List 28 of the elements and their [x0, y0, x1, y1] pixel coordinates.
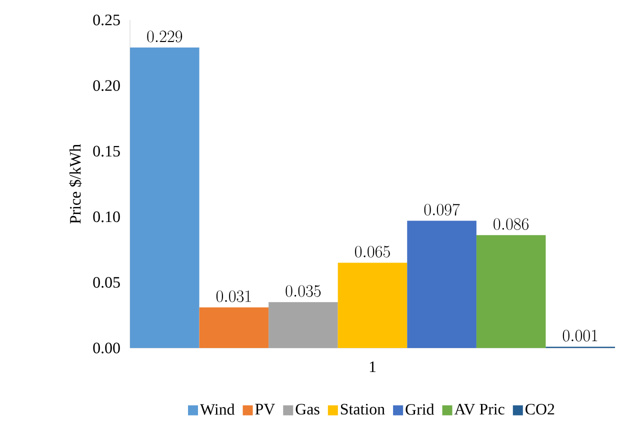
data-label: 0.065	[355, 246, 390, 258]
legend-label: Wind	[200, 404, 235, 415]
y-axis-title: Price $/kWh	[69, 144, 82, 224]
y-tick-label: 0.05	[93, 276, 120, 288]
data-label: 0.035	[286, 285, 321, 297]
y-tick-label: 0.20	[93, 80, 120, 92]
data-label: 0.229	[147, 30, 182, 42]
legend-label: Station	[340, 404, 385, 415]
data-label: 0.001	[562, 330, 598, 342]
y-tick-label: 0.10	[93, 211, 120, 222]
bar	[407, 220, 476, 348]
bar	[476, 235, 546, 348]
y-tick-label: 0.15	[93, 146, 120, 157]
legend-label: Gas	[296, 404, 320, 415]
y-tick-label: 0.25	[93, 14, 120, 26]
legend-label: PV	[255, 404, 275, 415]
bar	[338, 262, 408, 348]
data-label: 0.097	[424, 204, 460, 216]
legend-label: AV Pric	[454, 404, 504, 415]
data-label: 0.086	[494, 218, 529, 230]
bar	[130, 48, 200, 348]
legend-label: Grid	[406, 404, 434, 415]
data-label: 0.031	[216, 290, 251, 302]
bar	[268, 302, 338, 348]
x-tick-label: 1	[370, 362, 376, 372]
y-tick-label: 0.00	[93, 342, 120, 354]
bar	[199, 307, 269, 348]
legend-label: CO2	[526, 404, 554, 415]
